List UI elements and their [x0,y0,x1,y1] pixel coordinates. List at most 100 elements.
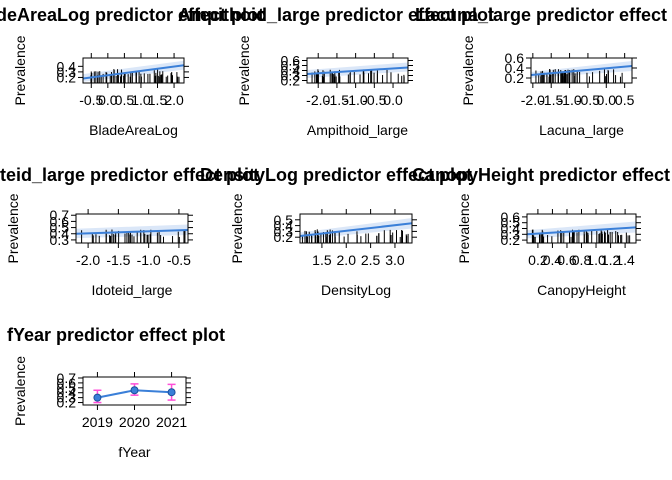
y-tick-label: 0.3 [57,390,77,406]
plot-frame [82,57,185,84]
x-axis-label: Idoteid_large [92,282,173,298]
effect-panel-fYear: fYear predictor effect plot Prevalence fYe… [7,325,225,460]
x-tick-label: 0.0 [597,92,617,108]
y-tick-label: 0.6 [501,209,521,225]
y-axis-label: Prevalence [460,35,476,105]
x-tick-label: 2019 [82,414,113,430]
y-tick-label: 0.5 [57,380,77,396]
y-tick-label: 0.4 [501,221,521,237]
effect-panel-Idoteid_large: Idoteid_large predictor effect plot Preva… [0,165,259,298]
effect-panel-BladeAreaLog: BladeAreaLog predictor effect plot Preval… [0,5,264,138]
plot-title: fYear predictor effect plot [7,325,225,345]
x-tick-label: -2.0 [306,92,330,108]
effect-panel-CanopyHeight: CanopyHeight predictor effect plot Preval… [412,165,672,298]
y-tick-label: 0.4 [50,226,70,242]
x-tick-label: -0.5 [362,92,386,108]
x-tick-label: 0.8 [572,252,592,268]
x-tick-label: 1.5 [148,92,168,108]
x-tick-label: -2.0 [521,92,545,108]
x-tick-label: -1.5 [106,252,130,268]
fit-line [307,66,408,75]
y-tick-label: 0.3 [281,68,301,84]
y-axis-label: Prevalence [456,193,472,263]
x-tick-label: -0.5 [576,92,600,108]
y-tick-label: 0.3 [50,232,70,248]
y-tick-label: 0.5 [274,212,294,228]
x-axis-label: DensityLog [321,282,391,298]
x-tick-label: 0.5 [615,92,635,108]
x-tick-label: -1.0 [558,92,582,108]
plot-title: BladeAreaLog predictor effect plot [0,5,264,25]
plot-frame [530,57,633,84]
x-axis-label: fYear [118,444,151,460]
fit-line [76,229,188,235]
fit-line [300,222,412,238]
plot-frame [299,213,413,244]
effect-panel-Ampithoid_large: Ampithoid_large predictor effect plot Pre… [178,5,494,138]
x-tick-label: 1.2 [601,252,621,268]
y-tick-label: 0.2 [505,70,525,86]
y-tick-label: 0.7 [57,370,77,386]
y-tick-label: 0.6 [281,53,301,69]
y-tick-label: 0.3 [501,226,521,242]
x-tick-label: -0.5 [79,92,103,108]
plot-frame [75,213,189,244]
x-tick-label: -1.0 [344,92,368,108]
y-tick-label: 0.6 [505,50,525,66]
y-tick-label: 0.4 [281,63,301,79]
y-tick-label: 0.4 [57,58,77,74]
y-tick-label: 0.5 [281,58,301,74]
x-tick-label: 0.2 [528,252,548,268]
x-axis-label: CanopyHeight [537,282,626,298]
y-tick-label: 0.6 [50,213,70,229]
fit-line [83,64,184,80]
y-tick-label: 0.4 [505,60,525,76]
y-tick-label: 0.5 [501,215,521,231]
y-axis-label: Prevalence [5,193,21,263]
y-axis-label: Prevalence [229,193,245,263]
x-tick-label: 2020 [119,414,150,430]
x-tick-label: 0.6 [557,252,577,268]
y-axis-label: Prevalence [12,35,28,105]
y-tick-label: 0.2 [281,73,301,89]
x-tick-label: 0.5 [115,92,135,108]
x-tick-label: -1.5 [325,92,349,108]
x-axis-label: BladeAreaLog [89,122,178,138]
effect-point [93,393,102,402]
effect-panel-Lacuna_large: Lacuna_large predictor effect plot Preval… [415,5,672,138]
x-tick-label: -1.0 [137,252,161,268]
y-tick-label: 0.4 [57,385,77,401]
y-tick-label: 0.6 [57,375,77,391]
y-tick-label: 0.3 [274,223,294,239]
plot-title: DensityLog predictor effect plot [200,165,472,185]
y-tick-label: 0.5 [50,220,70,236]
effect-panel-DensityLog: DensityLog predictor effect plot Prevalen… [200,165,472,298]
effect-point [130,386,139,395]
plot-title: Lacuna_large predictor effect plot [415,5,672,25]
x-tick-label: 0.0 [98,92,118,108]
y-tick-label: 0.2 [501,232,521,248]
x-tick-label: 3.0 [385,252,405,268]
plot-title: Idoteid_large predictor effect plot [0,165,259,185]
y-tick-label: 0.2 [57,69,77,85]
x-tick-label: 2.5 [361,252,381,268]
y-tick-label: 0.2 [274,229,294,245]
y-tick-label: 0.4 [274,218,294,234]
fit-line [527,226,636,236]
x-tick-label: 0.0 [383,92,403,108]
x-tick-label: 2.0 [337,252,357,268]
x-tick-label: 1.4 [615,252,635,268]
plot-title: CanopyHeight predictor effect plot [412,165,672,185]
x-tick-label: 1.5 [312,252,332,268]
x-tick-label: 2021 [156,414,187,430]
y-axis-label: Prevalence [12,356,28,426]
x-tick-label: 0.4 [543,252,563,268]
x-tick-label: -0.5 [167,252,191,268]
y-axis-label: Prevalence [236,35,252,105]
x-axis-label: Ampithoid_large [307,122,408,138]
y-tick-label: 0.7 [50,207,70,223]
y-tick-label: 0.3 [57,64,77,80]
fit-line [531,65,632,76]
x-axis-label: Lacuna_large [539,122,624,138]
